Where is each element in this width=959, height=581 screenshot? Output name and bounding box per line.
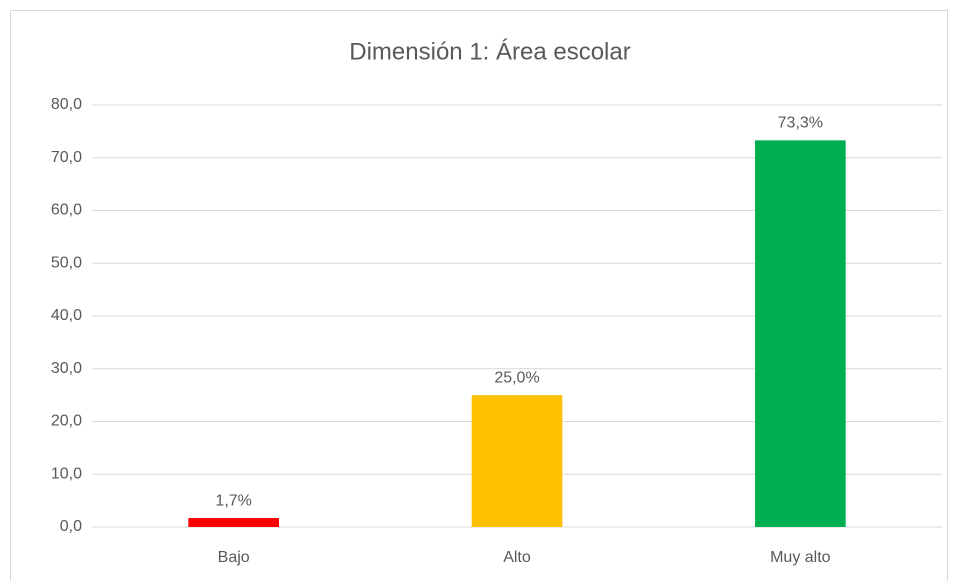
y-tick-label: 80,0 (51, 96, 82, 113)
chart-title: Dimensión 1: Área escolar (349, 38, 630, 65)
data-label: 1,7% (215, 492, 251, 509)
x-tick-label: Bajo (218, 549, 250, 566)
y-tick-label: 0,0 (60, 518, 82, 535)
data-label: 73,3% (778, 115, 823, 132)
y-tick-label: 70,0 (51, 149, 82, 166)
y-tick-label: 40,0 (51, 307, 82, 324)
y-tick-label: 50,0 (51, 254, 82, 271)
y-tick-label: 10,0 (51, 465, 82, 482)
data-label: 25,0% (494, 369, 539, 386)
x-tick-label: Alto (503, 549, 531, 566)
bar (188, 518, 279, 527)
bar (755, 140, 846, 527)
bar (471, 395, 563, 527)
y-tick-label: 20,0 (51, 413, 82, 430)
y-tick-label: 60,0 (51, 202, 82, 219)
x-tick-label: Muy alto (770, 549, 831, 566)
y-tick-label: 30,0 (51, 360, 82, 377)
